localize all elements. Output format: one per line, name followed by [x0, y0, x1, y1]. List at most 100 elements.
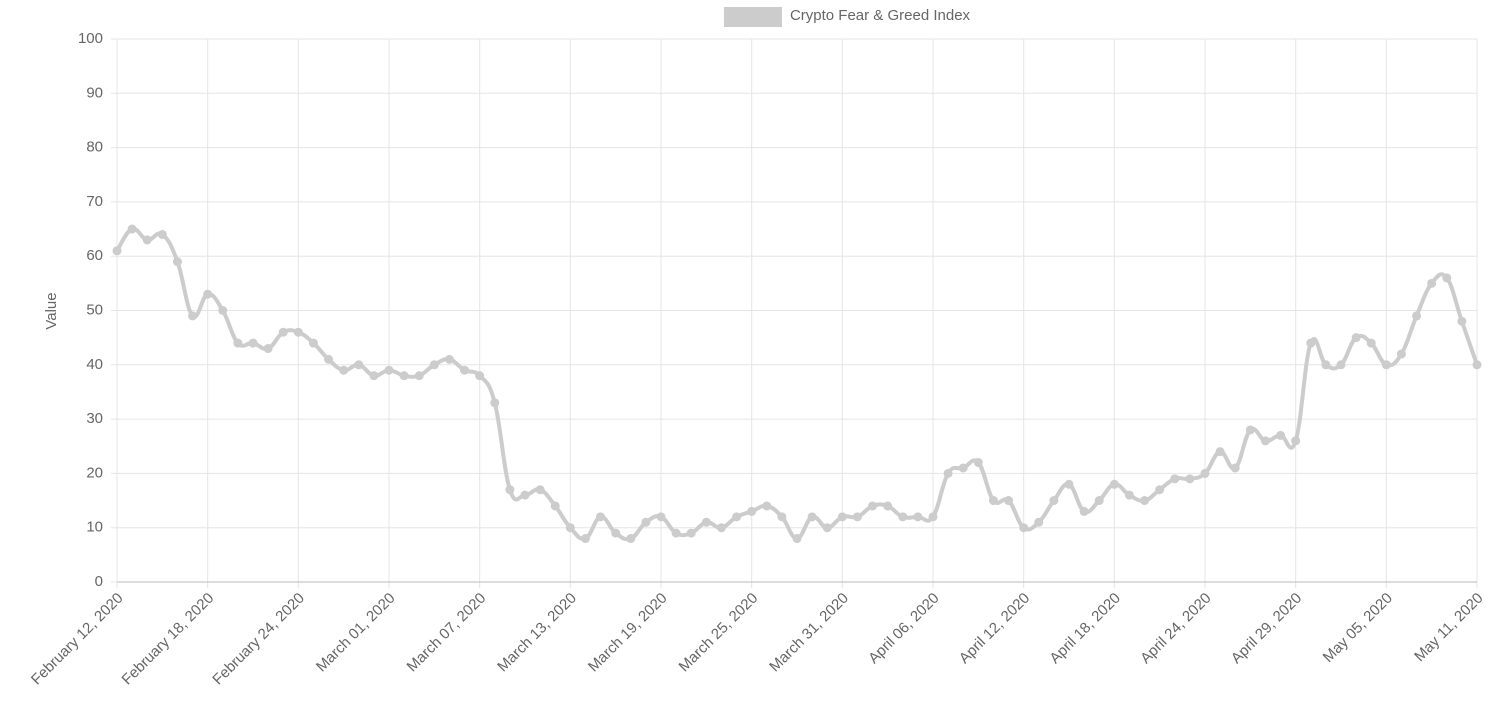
line — [115, 226, 1479, 542]
point — [868, 501, 878, 511]
point — [460, 365, 470, 375]
legend: Crypto Fear & Greed Index — [723, 7, 971, 27]
x-tick-label: March 07, 2020 — [404, 590, 490, 676]
y-axis-label: Value — [43, 292, 60, 329]
y-tick-label: 30 — [86, 410, 103, 427]
point — [928, 512, 938, 522]
x-tick-label: April 06, 2020 — [865, 590, 942, 667]
point — [807, 512, 817, 522]
point — [1004, 496, 1014, 506]
point — [1124, 490, 1134, 500]
point — [203, 289, 213, 299]
point — [852, 512, 862, 522]
y-tick-label: 80 — [86, 139, 103, 156]
point — [822, 523, 832, 533]
point — [248, 338, 258, 348]
point — [777, 512, 787, 522]
point — [127, 224, 137, 234]
point — [172, 257, 182, 267]
point — [686, 528, 696, 538]
point — [943, 468, 953, 478]
point — [1094, 496, 1104, 506]
x-tick-label: April 29, 2020 — [1228, 590, 1305, 667]
point — [1245, 425, 1255, 435]
point — [701, 517, 711, 527]
point — [1291, 436, 1301, 446]
y-tick-label: 0 — [95, 573, 103, 590]
point — [1472, 360, 1482, 370]
point — [278, 327, 288, 337]
point — [112, 246, 122, 256]
point — [762, 501, 772, 511]
point — [973, 458, 983, 468]
point — [671, 528, 681, 538]
x-tick-label: April 12, 2020 — [956, 590, 1033, 667]
point — [520, 490, 530, 500]
point — [263, 344, 273, 354]
y-tick-label: 100 — [78, 30, 103, 47]
point — [626, 534, 636, 544]
point — [1155, 485, 1165, 495]
point — [732, 512, 742, 522]
point — [1336, 360, 1346, 370]
y-tick-label: 40 — [86, 356, 103, 373]
point — [958, 463, 968, 473]
point — [157, 229, 167, 239]
point — [1457, 316, 1467, 326]
point — [444, 354, 454, 364]
point — [565, 523, 575, 533]
point — [218, 306, 228, 315]
point — [475, 371, 485, 381]
point — [837, 512, 847, 522]
x-tick-label: March 25, 2020 — [676, 590, 762, 676]
point — [1079, 506, 1089, 516]
point — [142, 235, 152, 245]
point — [1351, 333, 1361, 343]
point — [1321, 360, 1331, 370]
point — [1185, 474, 1195, 484]
point — [1427, 278, 1437, 288]
point — [1049, 496, 1059, 506]
point — [429, 360, 439, 370]
x-tick-label: May 05, 2020 — [1320, 590, 1396, 666]
y-tick-label: 60 — [86, 247, 103, 264]
x-tick-label: February 12, 2020 — [28, 590, 127, 689]
point — [308, 338, 318, 348]
point — [1381, 360, 1391, 370]
y-tick-label: 50 — [86, 301, 103, 318]
y-tick-label: 20 — [86, 464, 103, 481]
point — [1412, 311, 1422, 321]
point — [293, 327, 303, 337]
point — [747, 506, 757, 516]
point — [399, 371, 409, 381]
point — [354, 360, 364, 370]
point — [898, 512, 908, 522]
point — [188, 311, 198, 321]
point — [384, 365, 394, 375]
legend-swatch — [723, 7, 782, 27]
point — [1170, 474, 1180, 484]
point — [1019, 523, 1029, 533]
point — [490, 398, 500, 408]
point — [656, 512, 666, 522]
point — [1200, 468, 1210, 478]
point — [414, 371, 424, 381]
point — [324, 354, 334, 364]
point — [339, 365, 349, 375]
point — [792, 534, 802, 544]
point — [1396, 349, 1406, 359]
x-tick-label: March 31, 2020 — [766, 590, 852, 676]
point — [913, 512, 923, 522]
point — [1306, 338, 1316, 348]
x-tick-label: March 01, 2020 — [313, 590, 399, 676]
point — [1034, 517, 1044, 527]
x-tick-label: February 24, 2020 — [209, 590, 308, 689]
point — [596, 512, 606, 522]
point — [641, 517, 651, 527]
y-tick-label: 10 — [86, 519, 103, 536]
point — [233, 338, 243, 348]
legend-label: Crypto Fear & Greed Index — [790, 7, 971, 24]
point — [550, 501, 560, 511]
